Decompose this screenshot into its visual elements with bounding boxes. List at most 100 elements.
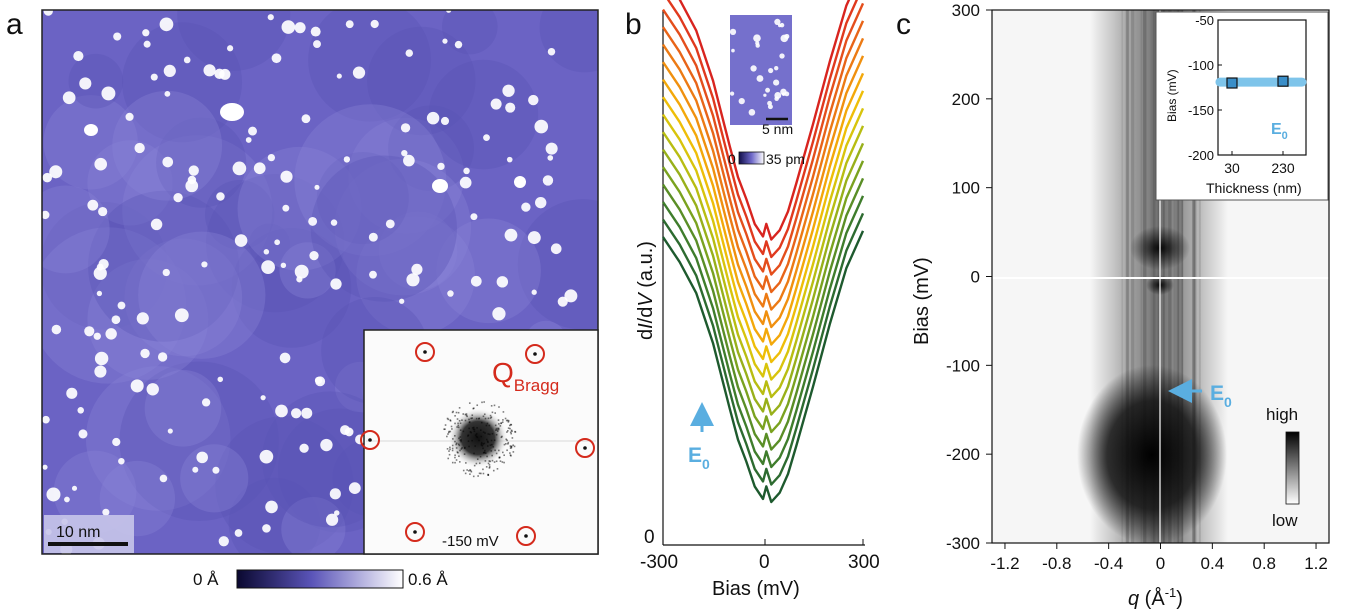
stm-adatom [267,14,274,21]
fft-speckle-dot [468,470,470,472]
bragg-peak [516,526,536,546]
fft-speckle-dot [490,439,493,442]
stm-adatom [330,219,338,226]
stm-adatom [163,64,176,77]
fft-speckle-dot [471,427,474,429]
fft-speckle-dot [449,448,451,451]
fft-speckle-dot [502,419,504,421]
stm-adatom [280,262,287,269]
spectrum-curve [662,20,865,294]
fft-speckle-dot [506,431,508,433]
stm-patch [294,104,447,257]
stm-adatom [140,348,150,359]
stm-patch [316,152,409,245]
fft-speckle-dot [468,421,471,423]
stm-adatom [51,324,62,335]
fft-speckle-dot [461,419,463,421]
stm-adatom [265,500,278,514]
fft-speckle-dot [468,445,470,448]
stm-adatom [296,276,303,283]
fft-speckle-dot [459,439,462,441]
stm-adatom [162,156,174,168]
fft-speckle-dot [510,446,513,449]
fft-speckle-dot [448,450,450,452]
fft-speckle-dot [465,462,467,464]
b-inset-adatom [774,92,782,99]
spectrum-curve [662,195,865,469]
fft-speckle-dot [497,427,499,430]
fft-speckle-dot [454,415,456,417]
heatmap-streak [1191,10,1196,543]
c-y-tick-label: 300 [952,1,980,20]
heatmap-streak [1143,10,1147,543]
fft-speckle-dot [498,423,500,425]
b-inset-adatom [729,91,735,96]
c-y-tick-label: 200 [952,90,980,109]
fft-speckle-dot [447,433,449,435]
stm-patch [138,231,266,359]
stm-adatom [261,260,275,275]
c-colorbar [1285,431,1300,505]
fft-speckle-dot [505,442,507,445]
fft-speckle-dot [458,455,460,458]
fft-speckle-dot [488,466,491,468]
spectrum-curve [662,72,865,346]
stm-adatom [447,290,454,297]
c-x-tick-label: 0 [1156,554,1165,573]
stm-adatom [314,376,323,384]
fft-speckle-dot [497,428,500,431]
stm-patch [85,366,231,511]
c-inset: -200 -150 -100 -50 30 230 Bias (mV) Thickness… [1155,11,1329,201]
bragg-label-sub: Bragg [514,376,559,395]
stm-patch [517,199,598,330]
fft-speckle-dot [482,472,485,475]
fft-speckle-dot [470,417,472,420]
c-y-tick-label: -100 [946,356,980,375]
stm-adatom [299,443,309,453]
fft-speckle-dot [488,424,491,427]
stm-adatom [157,352,168,362]
stm-adatom [117,301,126,310]
fft-speckle-dot [477,475,479,477]
stm-adatom [406,273,420,287]
fft-speckle-dot [444,428,446,431]
stm-adatom [183,56,191,64]
fft-speckle-dot [486,455,488,458]
panel-letter-b: b [625,8,642,41]
spectrum-curve [662,230,865,504]
stm-adatom [400,123,411,133]
fft-speckle-dot [475,433,478,435]
fft-speckle-dot [491,459,494,462]
stm-adatom [490,98,502,110]
fft-speckle-dot [480,441,483,444]
fft-speckle-dot [454,422,456,425]
c-x-tick-label: -0.4 [1094,554,1123,573]
fft-speckle-dot [470,431,473,434]
stm-patch [378,211,458,290]
fft-speckle-dot [457,411,460,414]
fft-speckle-dot [509,424,511,427]
fft-speckle-dot [470,470,473,473]
b-inset-adatom [765,87,771,93]
fft-speckle-dot [473,464,476,467]
fft-speckle-dot [495,433,498,436]
stm-adatom [159,474,168,483]
fft-speckle-dot [454,440,456,443]
fft-speckle-dot [482,443,484,445]
stm-adatom [42,210,50,220]
fft-speckle-dot [451,447,454,450]
stm-cluster [84,124,98,136]
bragg-peak [415,342,435,362]
fft-speckle-dot [482,447,484,450]
stm-patch [367,26,476,136]
stm-adatom [142,29,150,37]
spectrum-curve [662,125,865,399]
fft-speckle-dot [468,427,470,430]
stm-adatom [310,26,321,37]
stm-adatom [368,232,378,242]
stm-adatom [232,161,247,176]
stm-adatom [111,315,121,325]
c-inset-series [1215,75,1307,89]
b-inset-adatom [756,75,764,82]
fft-speckle-dot [476,458,479,460]
